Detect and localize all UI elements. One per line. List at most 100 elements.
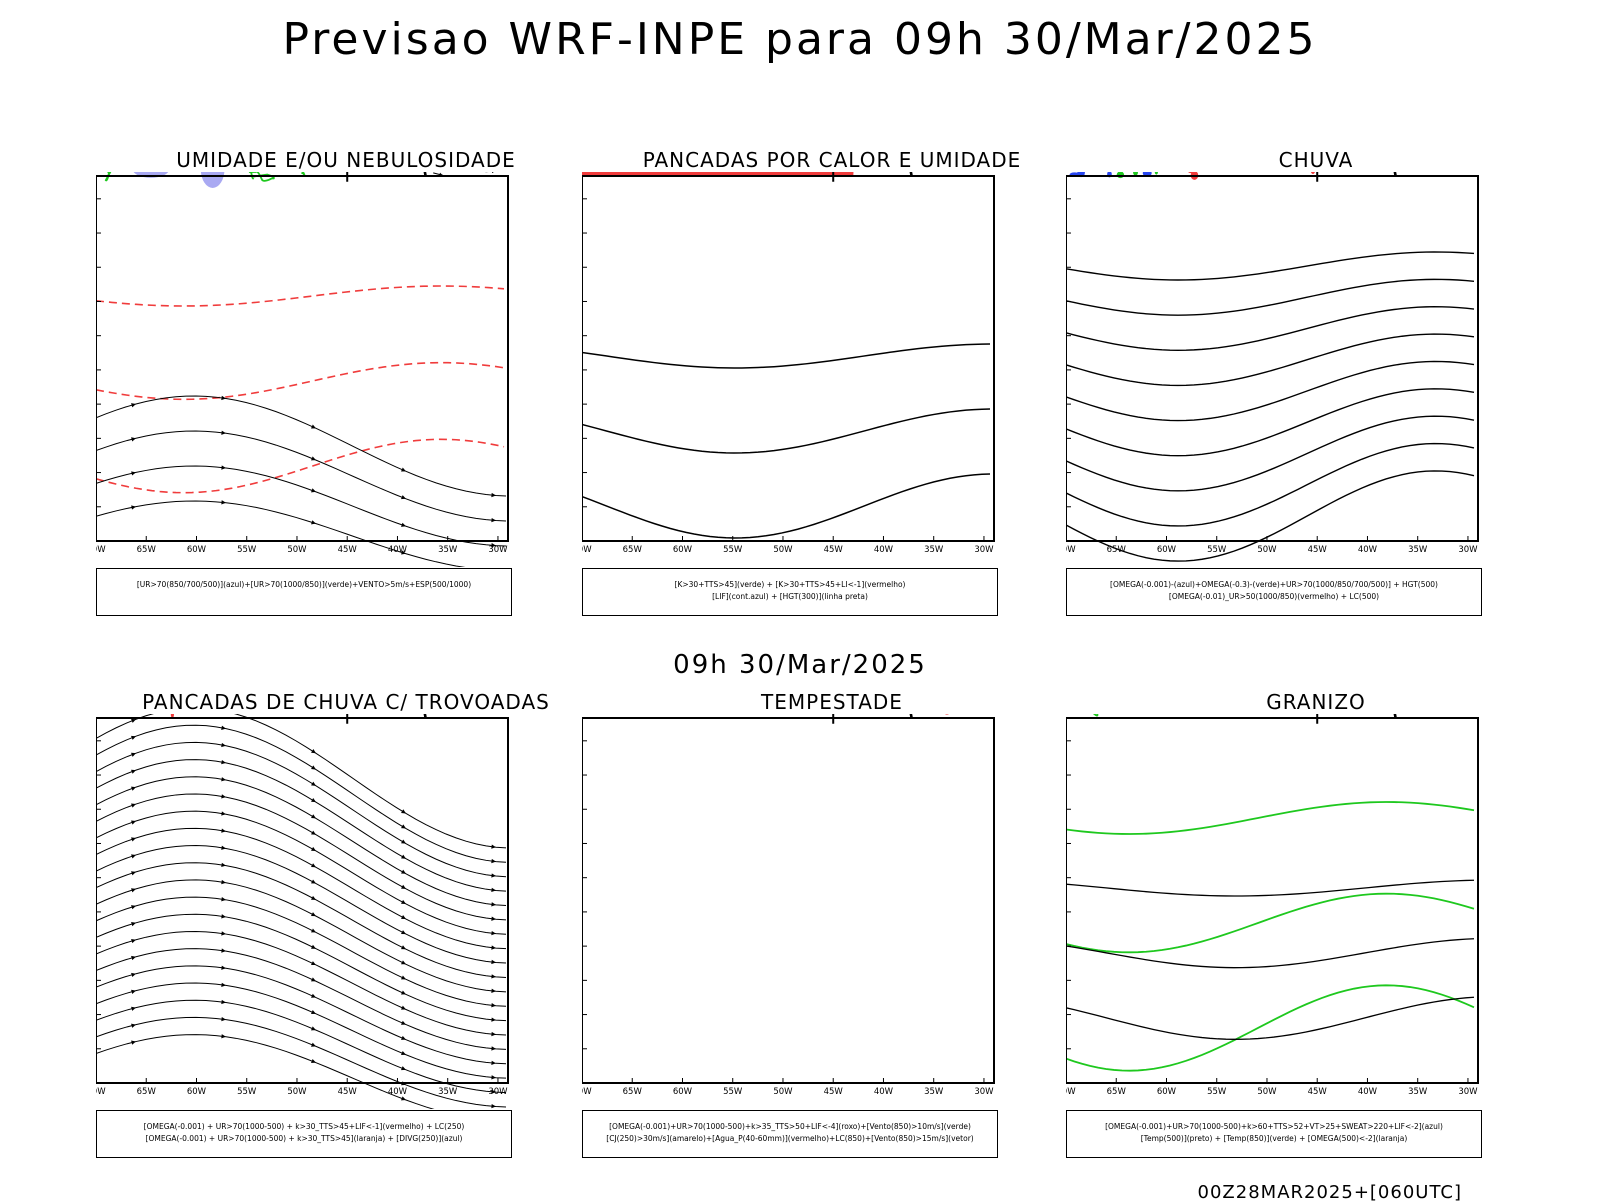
streamline-arrow: [311, 1042, 316, 1047]
streamline-arrow: [131, 938, 136, 944]
panel-granizo: GRANIZO -1212S15S18S21S24S27S30S33S36S39…: [1066, 690, 1566, 1160]
streamline-arrow: [491, 1017, 496, 1022]
lon-tick-label: 40W: [874, 545, 894, 555]
streamline: [96, 827, 507, 950]
legend-line: [UR>70(850/700/500)](azul)+[UR>70(1000/8…: [136, 580, 472, 589]
streamline-arrow: [131, 905, 136, 910]
legend-box: [OMEGA(-0.001) + UR>70(1000-500) + k>30_…: [96, 1110, 512, 1158]
map-layers: 96009520960095209440952094409600: [582, 172, 991, 539]
streamline-arrow: [221, 1016, 226, 1022]
streamline-arrow: [401, 1096, 406, 1101]
map-layers: 582585579576573570567582579: [1066, 172, 1475, 562]
streamline-arrow: [311, 797, 316, 803]
streamline-arrow: [311, 781, 316, 786]
map-plot: 101210161016101210165765705641004100812S…: [96, 172, 509, 567]
streamline-arrow: [311, 993, 316, 998]
panel-title: CHUVA: [1278, 148, 1354, 172]
lon-tick-label: 30W: [1458, 545, 1478, 555]
lon-tick-label: 30W: [974, 1087, 994, 1097]
map-plot: 58258557957657357056758257912S15S18S21S2…: [1066, 172, 1479, 562]
streamline-arrow: [401, 522, 406, 527]
panel-title: TEMPESTADE: [761, 690, 903, 714]
legend-line: [OMEGA(-0.001)-(azul)+OMEGA(-0.3)-(verde…: [1110, 580, 1438, 589]
map-plot: 4040404012S15S18S21S24S27S30S33S36S39S42…: [582, 714, 995, 1097]
streamline-arrow: [401, 1005, 406, 1010]
streamline-arrow: [401, 495, 406, 500]
shaded-area: [1154, 172, 1158, 175]
height-contour: [582, 343, 991, 369]
lon-tick-label: 30W: [974, 545, 994, 555]
streamline: [96, 879, 507, 993]
panel-title: UMIDADE E/OU NEBULOSIDADE: [176, 148, 516, 172]
streamline: [96, 724, 507, 863]
streamline: [96, 1034, 435, 1109]
streamline: [96, 999, 507, 1094]
lon-tick-label: 70W: [582, 1087, 592, 1097]
streamline-arrow: [401, 990, 406, 995]
lon-tick-label: 60W: [673, 545, 693, 555]
streamline-arrow: [401, 550, 406, 555]
height-contour: [1066, 333, 1475, 387]
streamline-arrow: [311, 520, 316, 525]
streamline-arrow: [491, 858, 496, 864]
streamline-arrow: [131, 769, 136, 774]
lon-tick-label: 50W: [773, 1087, 793, 1097]
map-frame: [582, 717, 995, 1084]
streamline-arrow: [131, 888, 136, 893]
streamline-arrow: [131, 955, 136, 961]
lon-tick-label: 35W: [438, 1087, 458, 1097]
streamline-arrow: [311, 830, 316, 835]
streamline: [96, 741, 507, 878]
height-contour: [1066, 879, 1475, 897]
streamline-arrow: [311, 879, 316, 884]
streamline-arrow: [131, 735, 136, 740]
streamline: [96, 759, 507, 892]
streamline-arrow: [491, 1031, 496, 1037]
panel-pancadas-calor: PANCADAS POR CALOR E UMIDADE 96009520960…: [582, 148, 1082, 618]
streamline-arrow: [221, 742, 226, 748]
streamline-arrow: [131, 786, 136, 791]
map-frame: [1066, 175, 1479, 542]
streamline-arrow: [221, 430, 226, 435]
streamline-arrow: [131, 505, 136, 510]
shaded-area: [1310, 172, 1315, 175]
lon-tick-label: 65W: [623, 1087, 643, 1097]
contour-line: [1092, 714, 1099, 717]
streamline-arrow: [221, 879, 226, 885]
lon-tick-label: 35W: [924, 545, 944, 555]
streamline-arrow: [131, 1023, 136, 1028]
contour-line: [301, 172, 306, 177]
streamline: [96, 982, 507, 1079]
height-contour: [96, 361, 505, 401]
lon-tick-label: 70W: [96, 545, 106, 555]
streamline: [96, 948, 507, 1050]
streamline: [96, 965, 507, 1065]
lon-tick-label: 70W: [582, 545, 592, 555]
streamline-arrow: [401, 915, 406, 920]
streamline-arrow: [491, 916, 496, 921]
streamline-arrow: [221, 982, 226, 988]
streamline-arrow: [131, 403, 136, 408]
legend-line: [LIF](cont.azul) + [HGT(300)](linha pret…: [712, 592, 868, 601]
legend-line: [Temp(500)](preto) + [Temp(850)](verde) …: [1140, 1134, 1408, 1143]
streamline-arrow: [491, 543, 496, 548]
lon-tick-label: 60W: [1157, 1087, 1177, 1097]
streamline-arrow: [221, 999, 226, 1005]
lon-tick-label: 40W: [1358, 545, 1378, 555]
lon-tick-label: 70W: [1066, 545, 1076, 555]
panel-trovoadas: PANCADAS DE CHUVA C/ TROVOADAS 12S15S18S…: [96, 690, 596, 1160]
lon-tick-label: 65W: [1107, 545, 1127, 555]
streamline-arrow: [311, 814, 316, 819]
streamline-arrow: [311, 863, 316, 868]
lon-tick-label: 70W: [96, 1087, 106, 1097]
lon-tick-label: 35W: [1408, 545, 1428, 555]
streamline-arrow: [311, 749, 316, 754]
streamline-arrow: [221, 725, 226, 730]
lon-tick-label: 50W: [1257, 545, 1277, 555]
streamline: [96, 714, 507, 849]
height-contour: [1066, 938, 1475, 969]
streamline-arrow: [311, 961, 316, 966]
streamline-arrow: [311, 1026, 316, 1031]
streamline-arrow: [401, 960, 406, 965]
streamline-arrow: [401, 899, 406, 904]
